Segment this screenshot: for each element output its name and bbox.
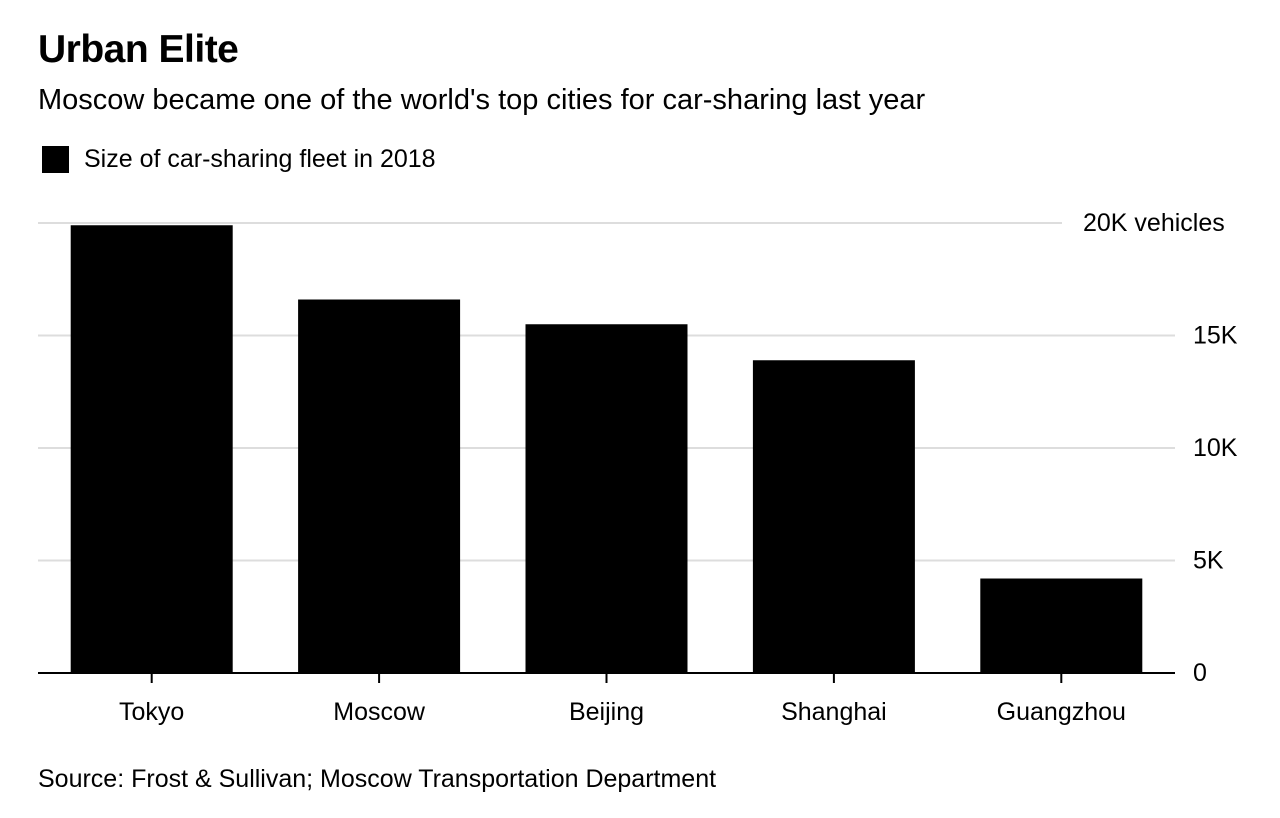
y-tick-label: 15K xyxy=(1193,322,1238,350)
chart-title: Urban Elite xyxy=(38,28,239,71)
y-tick-label: 5K xyxy=(1193,547,1224,575)
legend-label: Size of car-sharing fleet in 2018 xyxy=(84,145,436,173)
legend-swatch xyxy=(42,146,69,173)
y-tick-label: 0 xyxy=(1193,659,1207,687)
x-tick-label: Moscow xyxy=(333,698,426,726)
bar-moscow xyxy=(298,299,461,673)
x-tick-label: Tokyo xyxy=(119,698,184,726)
chart-subtitle: Moscow became one of the world's top cit… xyxy=(38,84,926,116)
legend: Size of car-sharing fleet in 2018 xyxy=(42,145,436,174)
x-tick-label: Shanghai xyxy=(781,698,887,726)
y-tick-label: 20K vehicles xyxy=(1083,209,1225,237)
x-tick-label: Beijing xyxy=(569,698,644,726)
bar-tokyo xyxy=(70,225,233,673)
bar-guangzhou xyxy=(980,578,1143,673)
bar-shanghai xyxy=(752,360,915,673)
bar-beijing xyxy=(525,324,688,673)
y-tick-label: 10K xyxy=(1193,434,1238,462)
source-note: Source: Frost & Sullivan; Moscow Transpo… xyxy=(38,765,717,793)
x-tick-label: Guangzhou xyxy=(997,698,1126,726)
